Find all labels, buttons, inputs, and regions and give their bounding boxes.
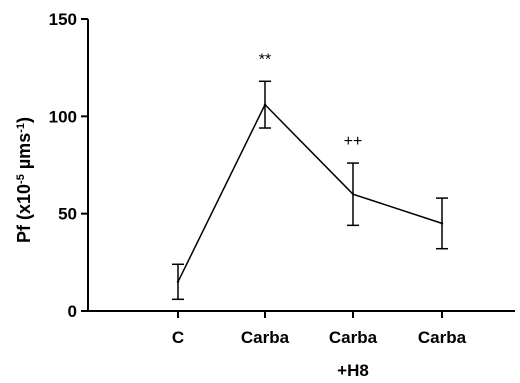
y-tick-label: 50 bbox=[58, 205, 77, 224]
y-axis-label-unit: µms bbox=[14, 133, 34, 174]
significance-annotation: ++ bbox=[344, 133, 363, 150]
y-tick-label: 100 bbox=[49, 107, 77, 126]
y-axis-label-exp1: -5 bbox=[15, 174, 27, 184]
y-axis-label-close: ) bbox=[14, 117, 34, 123]
x-tick-sublabel: +H8 bbox=[337, 361, 369, 380]
y-axis-label-exp2: -1 bbox=[15, 123, 27, 133]
significance-annotation: ** bbox=[259, 51, 271, 68]
y-axis-label-main: Pf (x10 bbox=[14, 184, 34, 243]
data-point bbox=[440, 222, 444, 225]
x-tick-label: Carba bbox=[418, 328, 467, 347]
y-axis-label: Pf (x10-5 µms-1) bbox=[14, 117, 34, 243]
series-line bbox=[177, 103, 443, 283]
x-tick-label: Carba bbox=[241, 328, 290, 347]
data-point bbox=[176, 280, 180, 283]
data-point bbox=[263, 103, 267, 106]
axes: 0 50 100 150 C Carba Carba +H8 Carba bbox=[49, 10, 515, 380]
y-tick-label: 150 bbox=[49, 10, 77, 29]
x-tick-label: Carba bbox=[329, 328, 378, 347]
y-tick-label: 0 bbox=[68, 302, 77, 321]
data-marks: ** ++ bbox=[172, 51, 448, 301]
data-point bbox=[351, 193, 355, 196]
x-tick-label: C bbox=[172, 328, 184, 347]
